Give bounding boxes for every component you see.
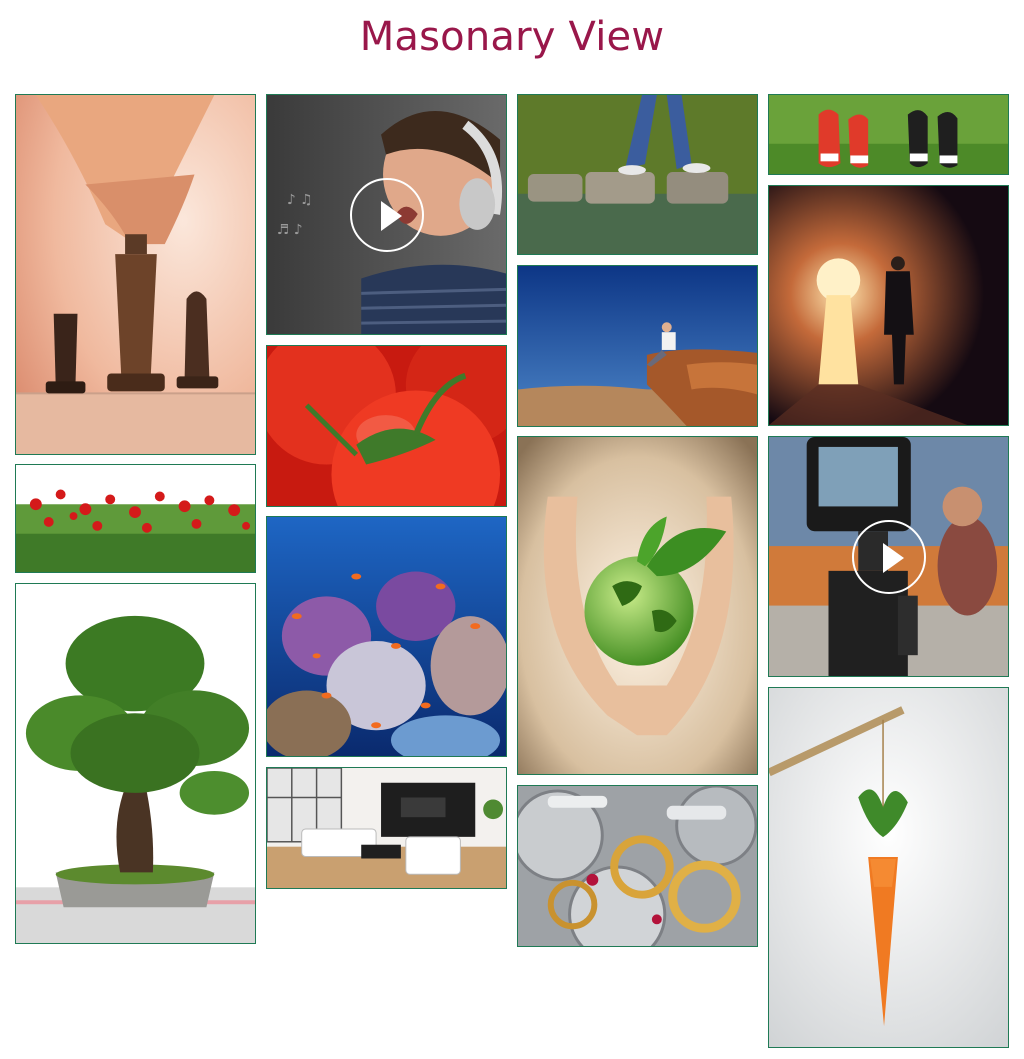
carrot-image [769,688,1008,1047]
gallery-item-man-on-cliff[interactable] [517,265,758,427]
man-on-cliff-image [518,266,757,426]
gallery-item-poppies[interactable] [15,464,256,573]
gallery-item-carrot[interactable] [768,687,1009,1048]
gallery-item-keyhole[interactable] [768,185,1009,426]
gallery-item-clock-gears[interactable] [517,785,758,947]
bonsai-image [16,584,255,943]
gallery-item-camera-video[interactable] [768,436,1009,677]
tomatoes-image [267,346,506,506]
svg-text:♬ ♪: ♬ ♪ [277,222,303,238]
living-room-image [267,768,506,888]
poppies-image [16,465,255,572]
gallery-item-chess[interactable] [15,94,256,455]
gallery-item-sneakers[interactable] [768,94,1009,175]
gallery-item-bonsai[interactable] [15,583,256,944]
coral-reef-image [267,517,506,756]
page-title: Masonary View [359,14,665,60]
play-icon[interactable] [851,519,926,594]
sneakers-image [769,95,1008,174]
play-icon[interactable] [349,177,424,252]
stepping-stones-image [518,95,757,254]
svg-text:♪ ♫: ♪ ♫ [287,192,313,208]
gallery-item-headphones-video[interactable]: ♪ ♫ ♬ ♪ [266,94,507,335]
gallery-item-tomatoes[interactable] [266,345,507,507]
clock-gears-image [518,786,757,946]
gallery-item-stepping-stones[interactable] [517,94,758,255]
gallery-item-coral-reef[interactable] [266,516,507,757]
chess-image [16,95,255,454]
hands-globe-image [518,437,757,774]
keyhole-image [769,186,1008,425]
gallery-item-living-room[interactable] [266,767,507,889]
gallery-item-hands-globe[interactable] [517,436,758,775]
